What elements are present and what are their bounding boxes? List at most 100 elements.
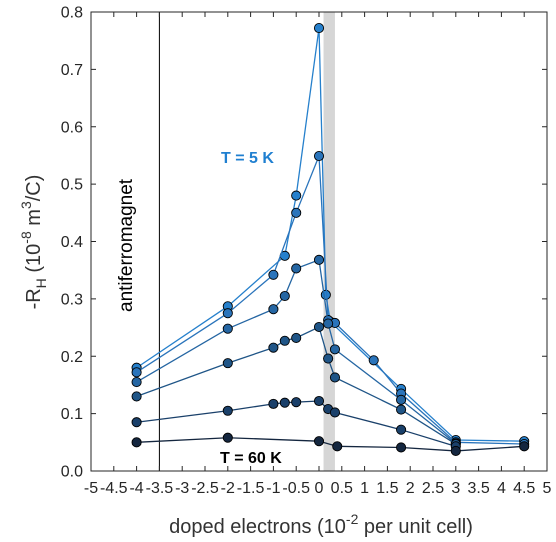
series-2-point-1	[222, 323, 233, 334]
shaded-band	[323, 12, 335, 471]
annotation-t60k: T = 60 K	[220, 450, 282, 467]
series-5-point-1	[222, 432, 233, 443]
x-tick-label: 4	[497, 480, 506, 497]
series-4-point-8	[396, 424, 407, 435]
series-3-point-3	[279, 335, 290, 346]
series-5-point-4	[396, 442, 407, 453]
series-2-point-0	[131, 377, 142, 388]
series-4-point-3	[279, 397, 290, 408]
series-4-point-2	[268, 398, 279, 409]
x-tick-label: -1	[266, 480, 280, 497]
series-4-point-1	[222, 405, 233, 416]
series-2-point-8	[396, 394, 407, 405]
series-1-point-0	[131, 367, 142, 378]
series-0-point-4	[313, 23, 325, 34]
series-2-line	[136, 258, 457, 444]
series-5-point-2	[313, 436, 325, 447]
series-0-point-5	[320, 289, 331, 300]
y-tick-label: 0.3	[61, 291, 83, 308]
y-axis-label-main: -R	[23, 288, 45, 309]
series-1-point-7	[368, 355, 379, 366]
series-3-point-7	[329, 372, 341, 383]
series-1-point-1	[222, 308, 233, 319]
series-3	[131, 321, 461, 450]
y-axis-label: -RH (10-8 m3/C)	[18, 175, 49, 310]
series-0-line	[136, 27, 525, 442]
series-2-point-7	[329, 344, 341, 355]
y-tick-label: 0.2	[61, 349, 83, 366]
y-tick-label: 0.4	[61, 234, 83, 251]
y-tick-label: 0.0	[61, 464, 83, 481]
series-1-point-3	[291, 207, 302, 218]
series-4-point-5	[313, 395, 325, 407]
x-tick-label: 0.5	[331, 480, 353, 497]
series-3-point-8	[396, 404, 407, 415]
series-4-point-0	[131, 417, 142, 428]
x-tick-label: 3	[451, 480, 460, 497]
x-tick-label: -2.5	[191, 480, 219, 497]
annotation-t5k: T = 5 K	[221, 150, 274, 167]
x-tick-label: 4.5	[513, 480, 535, 497]
x-axis-label-exponent: -2	[346, 511, 359, 527]
x-tick-label: 1.5	[376, 480, 398, 497]
series-3-point-1	[222, 358, 233, 369]
x-tick-label: -3	[175, 480, 189, 497]
y-axis-label-mid: (10	[23, 244, 45, 278]
series-2-point-3	[279, 290, 290, 302]
y-tick-label: 0.6	[61, 119, 83, 136]
series-5-point-0	[131, 437, 142, 448]
y-tick-label: 0.1	[61, 406, 83, 423]
y-axis-label-tail: /C)	[23, 175, 45, 202]
x-tick-label: 2.5	[422, 480, 444, 497]
series-5-point-3	[332, 441, 343, 452]
x-tick-label: -4.5	[100, 480, 128, 497]
series-3-point-2	[268, 342, 279, 353]
tick-label-layer: -5 -4.5 -4 -3.5 -3 -2.5 -2 -1.5 -1 -0.5 0 0.5 1 1.5 2 2…	[61, 5, 552, 498]
y-axis-label-subscript: H	[33, 278, 49, 288]
x-axis-label: doped electrons (10-2 per unit cell)	[169, 511, 473, 538]
x-tick-label: 2	[406, 480, 415, 497]
x-tick-label: -3.5	[146, 480, 174, 497]
series-2-point-4	[291, 263, 302, 274]
y-axis-label-exponent1: -8	[18, 231, 34, 244]
series-1-point-4	[313, 150, 325, 162]
axes-layer	[90, 11, 548, 472]
x-axis-label-tail: per unit cell)	[358, 516, 473, 538]
series-3-line	[136, 326, 457, 445]
series-layer	[131, 23, 530, 456]
x-axis-label-main: doped electrons (10	[169, 516, 346, 538]
series-2	[131, 254, 461, 449]
shaded-band-layer	[323, 12, 335, 471]
series-2-point-2	[268, 304, 279, 315]
y-tick-label: 0.7	[61, 62, 83, 79]
series-4-line	[136, 400, 456, 447]
y-axis-label-exponent2: 3	[18, 201, 34, 209]
series-5-point-5	[450, 445, 461, 456]
series-4	[131, 395, 461, 452]
x-tick-label: 1	[360, 480, 369, 497]
series-3-point-5	[313, 321, 325, 333]
x-tick-label: 3.5	[467, 480, 489, 497]
y-tick-label: 0.5	[61, 177, 83, 194]
series-4-point-7	[329, 407, 341, 418]
x-tick-label: -2	[221, 480, 235, 497]
x-tick-label: 0	[315, 480, 324, 497]
x-tick-label: -5	[84, 480, 98, 497]
x-tick-label: -1.5	[237, 480, 265, 497]
series-1-point-2	[268, 269, 279, 280]
y-tick-label: 0.8	[61, 5, 83, 22]
vertical-line-label: antiferromagnet	[116, 178, 137, 312]
series-5-point-6	[519, 441, 530, 452]
y-axis-label-mid2: m	[23, 209, 45, 231]
series-2-point-6	[323, 318, 334, 329]
series-3-point-6	[323, 353, 334, 364]
series-3-point-0	[131, 391, 142, 402]
series-3-point-4	[291, 332, 302, 343]
series-0-point-3	[291, 190, 302, 201]
x-tick-label: -4	[129, 480, 143, 497]
series-2-point-5	[313, 254, 325, 265]
series-4-point-4	[291, 397, 302, 408]
x-tick-label: -0.5	[282, 480, 310, 497]
x-tick-label: 5	[543, 480, 552, 497]
